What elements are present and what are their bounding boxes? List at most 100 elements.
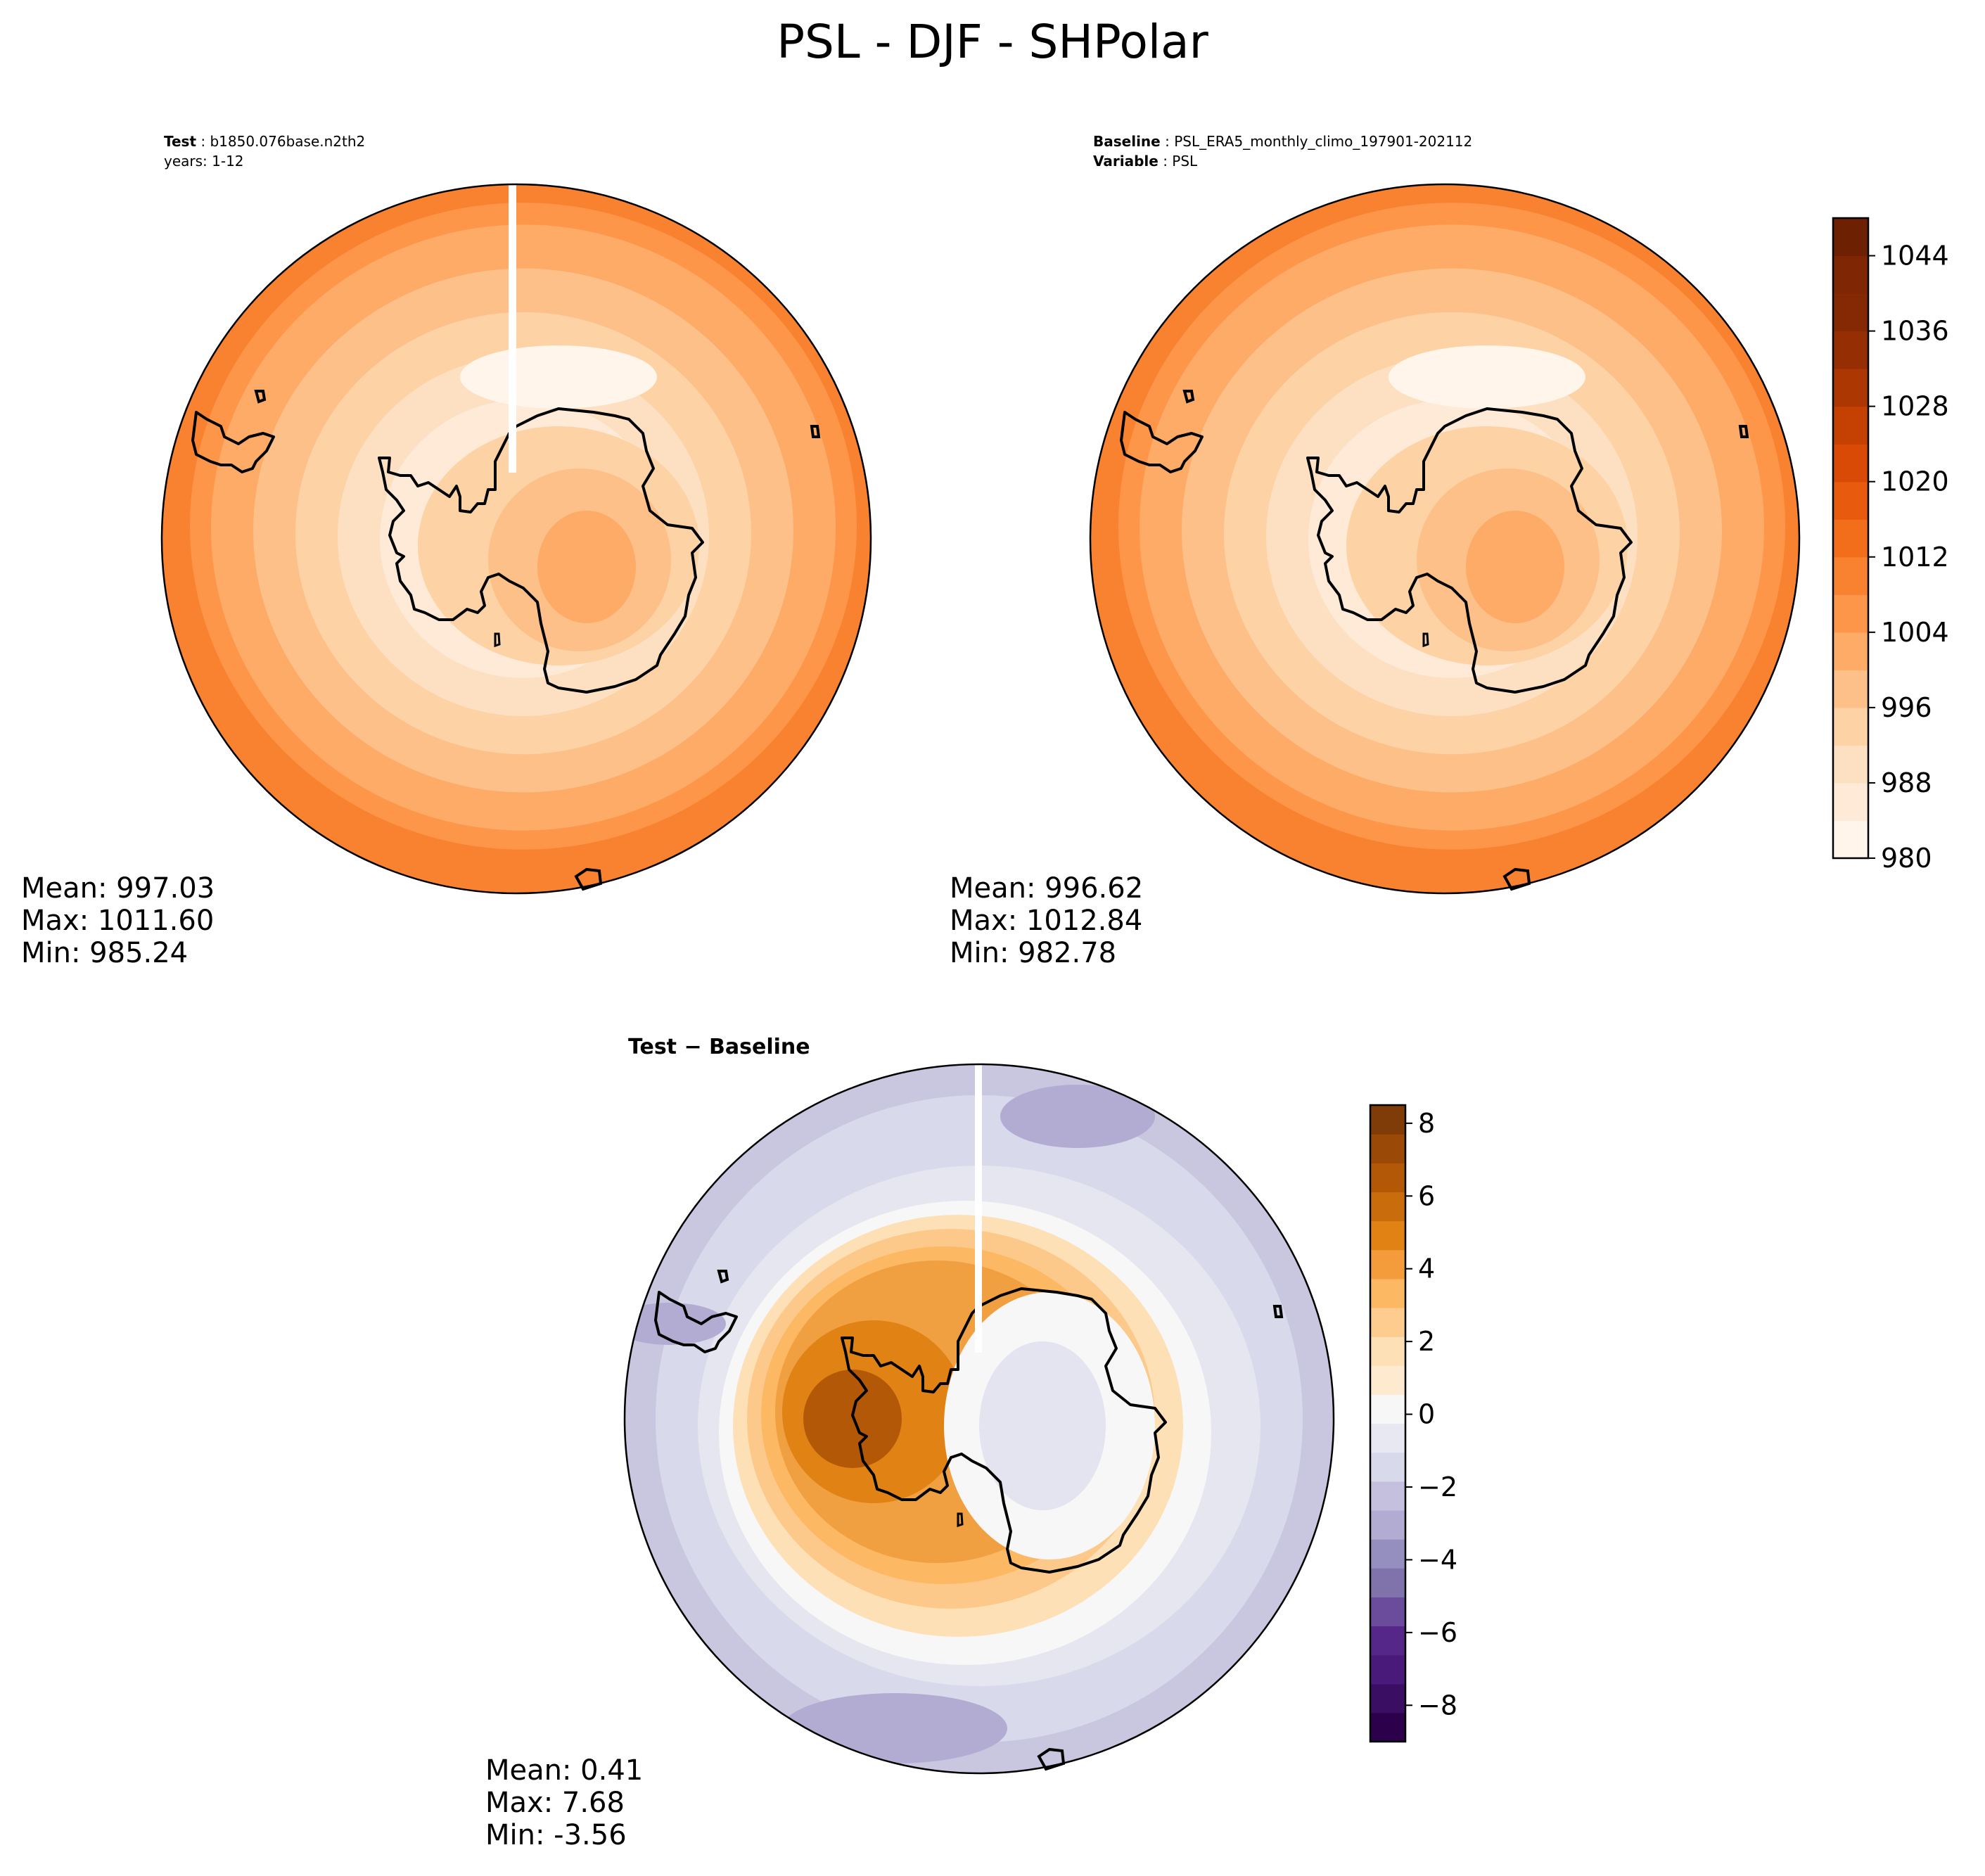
baseline-variable-value: PSL <box>1172 153 1198 170</box>
baseline-max: Max: 1012.84 <box>950 905 1142 937</box>
abs-colorbar-segment <box>1833 594 1868 633</box>
diff-mean: Mean: 0.41 <box>485 1754 643 1787</box>
diff-colorbar-segment <box>1370 1220 1405 1251</box>
test-years: years: 1-12 <box>164 153 244 170</box>
baseline-map-band <box>1466 511 1564 623</box>
abs-colorbar-segment <box>1833 369 1868 407</box>
test-max: Max: 1011.60 <box>21 905 214 937</box>
diff-max: Max: 7.68 <box>485 1787 625 1819</box>
diff-colorbar-segment <box>1370 1134 1405 1163</box>
baseline-variable-sep: : <box>1159 153 1172 170</box>
diff-map-band <box>1000 1085 1155 1148</box>
test-label-value: b1850.076base.n2th2 <box>210 133 365 150</box>
test-seam <box>509 184 516 473</box>
abs-colorbar: 980 988 996 1004 1012 1020 1028 1036 1044 <box>1832 217 1949 874</box>
diff-colorbar-tick-label: 6 <box>1418 1180 1435 1211</box>
diff-colorbar-tick-label: −8 <box>1418 1690 1457 1721</box>
test-map-band <box>537 511 636 623</box>
test-panel: Test : b1850.076base.n2th2 years: 1-12 M… <box>21 133 872 969</box>
abs-colorbar-segment <box>1833 632 1868 670</box>
diff-title: Test − Baseline <box>628 1035 810 1059</box>
diff-map <box>625 1064 1334 1773</box>
abs-colorbar-segment <box>1833 255 1868 294</box>
abs-colorbar-segment <box>1833 331 1868 369</box>
baseline-min: Min: 982.78 <box>950 937 1116 969</box>
abs-colorbar-segment <box>1833 745 1868 784</box>
diff-colorbar: 8 6 4 2 0 −2 −4 −6 −8 <box>1369 1104 1457 1743</box>
diff-colorbar-segment <box>1370 1568 1405 1597</box>
abs-colorbar-border <box>1832 217 1870 860</box>
abs-colorbar-segment <box>1833 707 1868 746</box>
baseline-label-sep: : <box>1161 133 1174 150</box>
abs-colorbar-segment <box>1833 444 1868 483</box>
diff-colorbar-border <box>1369 1104 1407 1743</box>
diff-colorbar-segment <box>1370 1683 1405 1714</box>
diff-colorbar-segment <box>1370 1365 1405 1395</box>
abs-colorbar-segment <box>1833 782 1868 822</box>
diff-colorbar-tick-label: 2 <box>1418 1326 1435 1357</box>
diff-colorbar-segment <box>1370 1249 1405 1280</box>
baseline-label-key: Baseline <box>1093 133 1161 150</box>
diff-colorbar-tick-label: 4 <box>1418 1253 1435 1284</box>
abs-colorbar-segment <box>1833 293 1868 332</box>
abs-colorbar-tick-label: 1028 <box>1881 391 1949 422</box>
diff-colorbar-segment <box>1370 1394 1405 1424</box>
diff-map-border <box>623 1063 1335 1775</box>
diff-colorbar-segment <box>1370 1307 1405 1337</box>
test-mean: Mean: 997.03 <box>21 872 215 905</box>
diff-colorbar-segment <box>1370 1163 1405 1193</box>
figure-title: PSL - DJF - SHPolar <box>777 15 1208 69</box>
diff-panel: Test − Baseline Mean: 0.41 Max: 7.68 Min… <box>485 1035 1335 1851</box>
test-label-sep: : <box>196 133 210 150</box>
diff-colorbar-tick-label: −2 <box>1418 1472 1457 1502</box>
diff-colorbar-segment <box>1370 1626 1405 1656</box>
diff-colorbar-segment <box>1370 1510 1405 1540</box>
abs-colorbar-tick-label: 988 <box>1881 767 1932 798</box>
test-map-border <box>160 183 872 895</box>
diff-seam <box>975 1064 982 1353</box>
diff-colorbar-segment <box>1370 1192 1405 1222</box>
abs-colorbar-tick-label: 1044 <box>1881 241 1949 272</box>
abs-colorbar-segment <box>1833 218 1868 257</box>
abs-colorbar-segment <box>1833 519 1868 558</box>
baseline-variable-key: Variable <box>1093 153 1159 170</box>
diff-map-band <box>979 1341 1106 1510</box>
test-map-band <box>460 345 657 409</box>
diff-colorbar-segment <box>1370 1278 1405 1308</box>
diff-colorbar-segment <box>1370 1105 1405 1135</box>
diff-colorbar-segment <box>1370 1452 1405 1482</box>
baseline-map <box>1090 184 1799 893</box>
abs-colorbar-tick-label: 1012 <box>1881 542 1949 573</box>
baseline-label: Baseline : PSL_ERA5_monthly_climo_197901… <box>1093 133 1472 150</box>
baseline-label-value: PSL_ERA5_monthly_climo_197901-202112 <box>1174 133 1472 150</box>
diff-colorbar-segment <box>1370 1539 1405 1569</box>
abs-colorbar-segment <box>1833 481 1868 520</box>
abs-colorbar-segment <box>1833 406 1868 445</box>
diff-colorbar-tick-label: −4 <box>1418 1544 1457 1575</box>
test-label: Test : b1850.076base.n2th2 <box>164 133 365 150</box>
diff-min: Min: -3.56 <box>485 1819 627 1851</box>
baseline-map-band <box>1389 345 1585 409</box>
diff-colorbar-segment <box>1370 1336 1405 1366</box>
diff-colorbar-segment <box>1370 1654 1405 1685</box>
abs-colorbar-tick-label: 980 <box>1881 843 1932 874</box>
baseline-panel: Baseline : PSL_ERA5_monthly_climo_197901… <box>950 133 1801 969</box>
diff-map-band <box>782 1693 1007 1763</box>
abs-colorbar-segment <box>1833 820 1868 859</box>
test-min: Min: 985.24 <box>21 937 188 969</box>
diff-colorbar-segment <box>1370 1423 1405 1453</box>
baseline-map-border <box>1089 183 1801 895</box>
abs-colorbar-tick-label: 1020 <box>1881 466 1949 497</box>
diff-colorbar-segment <box>1370 1712 1405 1742</box>
baseline-mean: Mean: 996.62 <box>950 872 1143 905</box>
abs-colorbar-tick-label: 996 <box>1881 692 1932 723</box>
abs-colorbar-segment <box>1833 556 1868 595</box>
diff-colorbar-tick-label: 0 <box>1418 1399 1435 1430</box>
diff-colorbar-segment <box>1370 1481 1405 1511</box>
diff-colorbar-segment <box>1370 1597 1405 1627</box>
diff-colorbar-tick-label: −6 <box>1418 1617 1457 1648</box>
abs-colorbar-segment <box>1833 670 1868 708</box>
diff-colorbar-tick-label: 8 <box>1418 1108 1435 1139</box>
test-label-key: Test <box>164 133 196 150</box>
